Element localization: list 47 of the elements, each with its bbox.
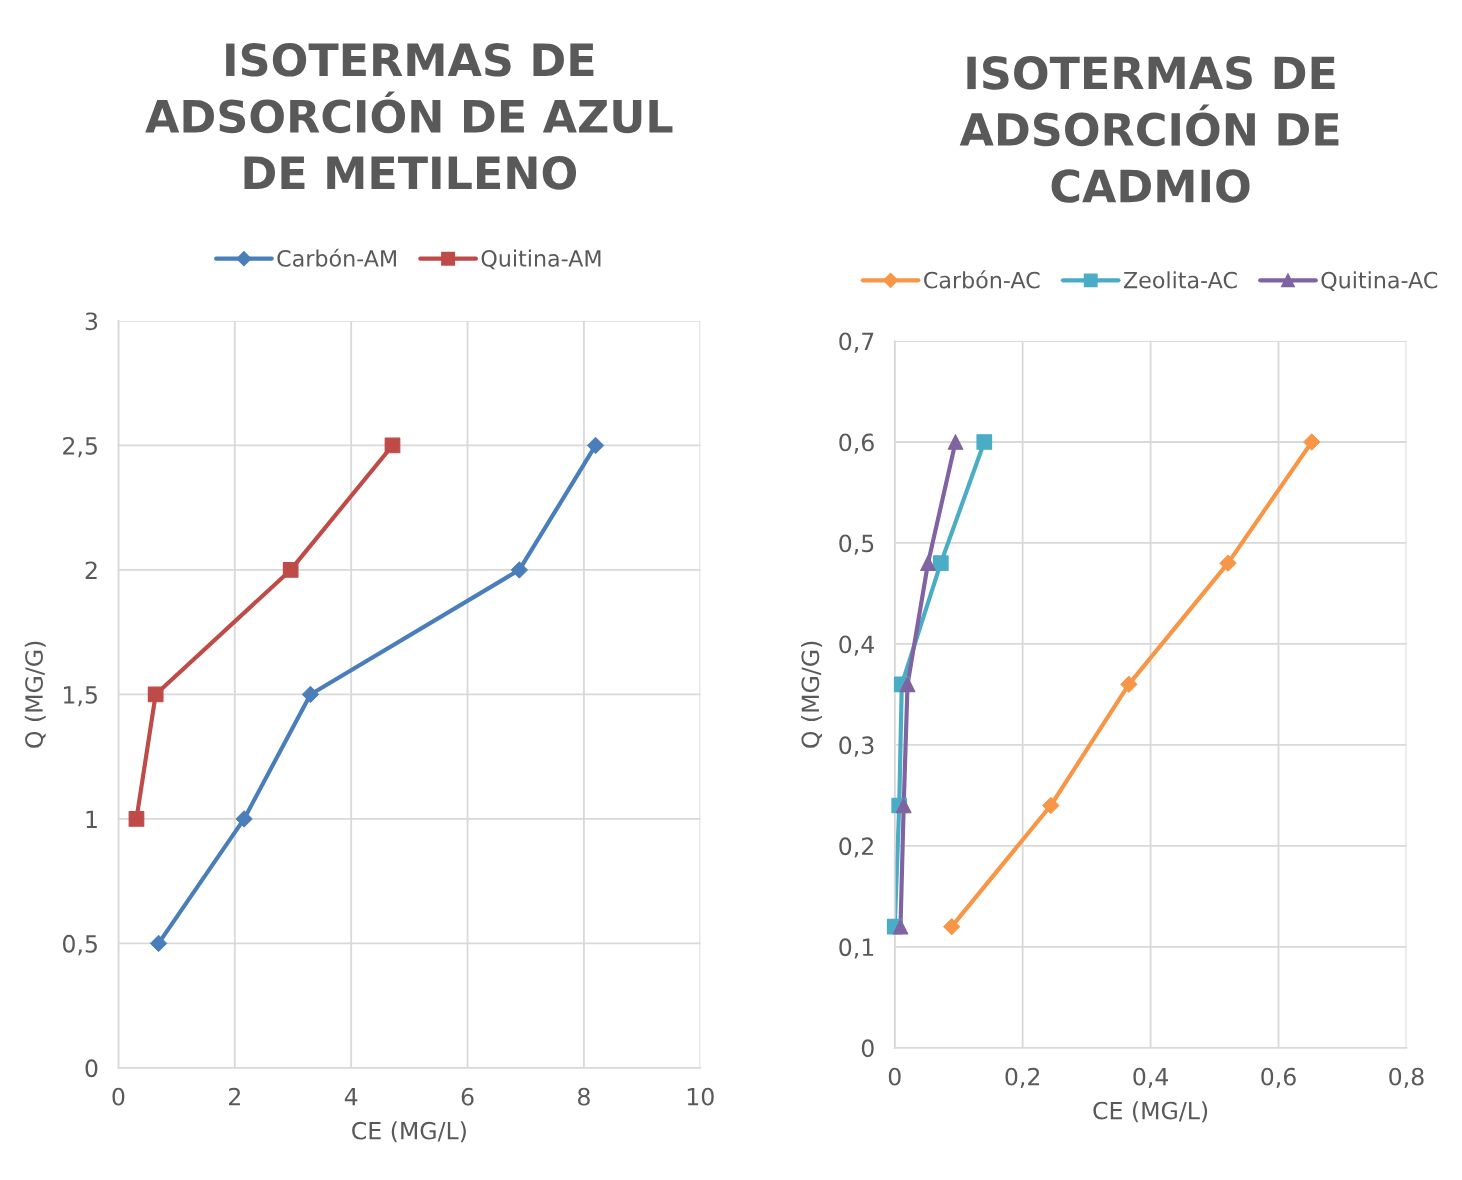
y-tick-label: 0,4 — [839, 635, 874, 656]
chart-title: ISOTERMAS DE ADSORCIÓN DE AZUL DE METILENO — [145, 42, 673, 190]
x-axis-title: CE (MG/L) — [1093, 1101, 1208, 1123]
y-tick-label: 0,2 — [839, 837, 873, 858]
y-tick-label: 0,5 — [62, 934, 97, 956]
y-tick-label: 0 — [861, 1039, 874, 1058]
y-tick-label: 0,5 — [839, 534, 874, 555]
legend-label: Zeolita-AC — [1123, 271, 1237, 289]
y-tick-label: 2 — [85, 561, 97, 579]
x-tick-label: 6 — [461, 1087, 474, 1106]
legend-label: Quitina-AC — [1321, 271, 1438, 291]
y-tick-label: 0,6 — [839, 433, 874, 454]
x-tick-label: 0,2 — [1005, 1067, 1040, 1088]
x-tick-label: 8 — [578, 1087, 590, 1106]
x-axis-title: CE (MG/L) — [352, 1121, 466, 1143]
point — [128, 811, 145, 827]
y-tick-label: 1 — [86, 810, 97, 828]
x-tick-label: 2 — [229, 1087, 240, 1106]
point — [976, 434, 993, 450]
legend-label: Carbón-AC — [924, 270, 1040, 289]
point — [282, 562, 299, 578]
legend-label: Quitina-AM — [481, 249, 601, 270]
y-tick-label: 0,3 — [839, 736, 874, 757]
y-tick-label: 2,5 — [63, 436, 97, 458]
y-tick-label: 0,1 — [839, 938, 874, 959]
point — [899, 676, 916, 693]
chart-title: ISOTERMAS DE ADSORCIÓN DE CADMIO — [959, 56, 1339, 203]
y-axis-title: Q (MG/G) — [801, 641, 823, 748]
x-tick-label: 0,8 — [1389, 1067, 1424, 1088]
y-tick-label: 3 — [85, 312, 98, 331]
y-axis-title: Q (MG/G) — [24, 641, 46, 748]
x-tick-label: 0 — [888, 1067, 901, 1086]
x-tick-label: 0,6 — [1261, 1067, 1296, 1088]
y-tick-label: 1,5 — [64, 686, 97, 707]
x-tick-label: 0 — [112, 1087, 125, 1106]
x-tick-label: 4 — [344, 1088, 358, 1106]
point — [920, 555, 936, 572]
point — [895, 797, 912, 814]
y-tick-label: 0,7 — [839, 332, 874, 353]
x-tick-label: 0,4 — [1133, 1067, 1169, 1088]
point — [947, 434, 964, 450]
point — [147, 686, 164, 703]
point — [892, 918, 909, 935]
x-tick-label: 10 — [687, 1087, 714, 1106]
point — [932, 555, 949, 572]
legend-label: Carbón-AM — [277, 248, 396, 267]
point — [384, 437, 401, 454]
